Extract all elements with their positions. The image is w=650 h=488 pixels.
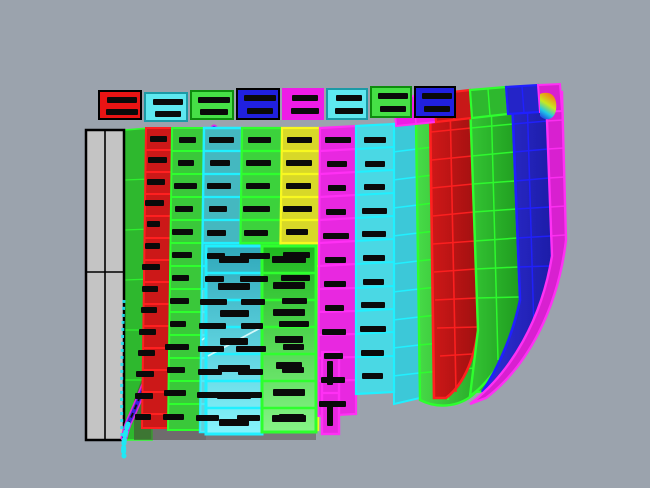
- vertical-label-strip[interactable]: [320, 350, 341, 436]
- label-column-red[interactable]: [140, 127, 174, 429]
- boundary-condition-panel[interactable]: [84, 128, 126, 442]
- mesh-band-magenta[interactable]: [469, 90, 568, 406]
- label-column-green-1[interactable]: [166, 127, 206, 431]
- label-column-magenta[interactable]: [316, 124, 358, 418]
- highlighted-cell-column-green[interactable]: [260, 244, 318, 434]
- highlighted-cell-column[interactable]: [204, 244, 264, 436]
- stress-concentration-marker[interactable]: [540, 92, 557, 120]
- mesh-band-group[interactable]: [390, 82, 568, 407]
- label-column-cyan[interactable]: [354, 122, 396, 396]
